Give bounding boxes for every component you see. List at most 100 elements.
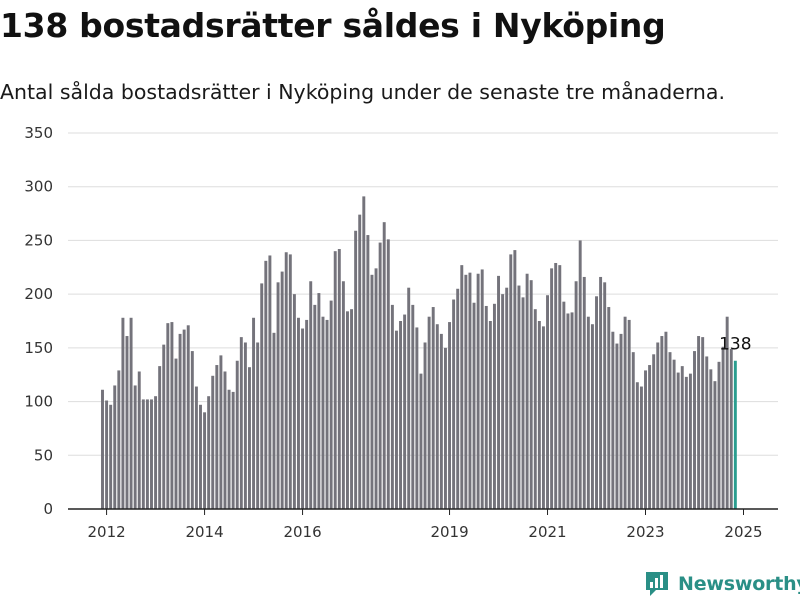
bar [243, 342, 247, 509]
bar [190, 351, 194, 509]
newsworthy-logo: Newsworthy [644, 568, 800, 600]
bar [574, 281, 578, 509]
bar [554, 262, 558, 509]
bar [125, 336, 129, 509]
bar [272, 332, 276, 509]
bar [448, 322, 452, 509]
bar [664, 331, 668, 509]
bar [211, 375, 215, 509]
data-label: 138 [719, 335, 751, 355]
bar [121, 317, 125, 509]
bar [178, 333, 182, 509]
bar [517, 285, 521, 509]
bar [329, 300, 333, 509]
bar [684, 376, 688, 509]
bar [468, 272, 472, 509]
bar [407, 287, 411, 509]
bar [529, 280, 533, 509]
bar [382, 222, 386, 509]
bar [158, 366, 162, 509]
bar [137, 371, 141, 509]
bar [611, 331, 615, 509]
bar [488, 321, 492, 509]
bar [337, 249, 341, 509]
x-tick-label: 2023 [626, 523, 664, 541]
bar [427, 316, 431, 509]
bar [105, 400, 109, 509]
bar [333, 251, 337, 509]
bar [541, 326, 545, 509]
bar [317, 293, 321, 509]
bar [207, 396, 211, 509]
bar [150, 399, 153, 509]
bar [476, 273, 480, 509]
bar [439, 333, 443, 509]
bar [521, 297, 525, 509]
bar [431, 307, 435, 509]
bar [480, 269, 484, 509]
y-tick-label: 0 [43, 500, 53, 518]
bar [284, 252, 288, 509]
bar [113, 385, 117, 509]
bar [141, 399, 145, 509]
bar [186, 325, 190, 509]
bar [313, 304, 317, 509]
bar [509, 254, 513, 509]
bar [390, 304, 394, 509]
bar [615, 343, 619, 509]
bar [484, 305, 488, 509]
bar [362, 196, 366, 509]
bar [399, 321, 403, 509]
bar [174, 358, 178, 509]
bar [366, 235, 370, 510]
bar [223, 371, 227, 509]
bar [260, 283, 264, 509]
bar [729, 348, 733, 509]
bar [599, 276, 603, 509]
bar [288, 254, 292, 509]
bar [374, 268, 378, 509]
y-tick-label: 150 [24, 339, 53, 357]
x-tick-label: 2021 [528, 523, 566, 541]
bar [227, 389, 231, 509]
bar [133, 385, 137, 509]
bar [566, 313, 570, 509]
bar [276, 282, 280, 509]
bar [309, 281, 313, 509]
bar [656, 342, 660, 509]
bar [268, 255, 272, 509]
bar [668, 352, 672, 509]
y-tick-label: 300 [24, 178, 53, 196]
bar [672, 359, 676, 509]
bar [239, 337, 243, 509]
bar [386, 239, 390, 509]
bar [533, 309, 537, 509]
bar [578, 240, 582, 509]
y-tick-label: 200 [24, 285, 53, 303]
bar [419, 373, 423, 509]
bar [505, 287, 509, 509]
chart-title: 138 bostadsrätter såldes i Nyköping [0, 6, 666, 45]
bar [199, 404, 202, 509]
y-tick-label: 250 [24, 231, 53, 249]
bar [203, 412, 207, 509]
bar [492, 303, 496, 509]
x-tick-label: 2012 [87, 523, 125, 541]
bar [460, 265, 464, 509]
y-tick-label: 350 [24, 124, 53, 142]
bar [688, 373, 692, 509]
bar [215, 365, 219, 509]
bar [497, 275, 501, 509]
newsworthy-logo-text: Newsworthy [678, 573, 800, 595]
bar [709, 369, 713, 509]
bar [733, 360, 737, 509]
bar [570, 312, 574, 509]
bar [166, 323, 170, 509]
bar [321, 316, 325, 509]
bar [305, 319, 309, 509]
bar [435, 324, 439, 509]
bar [154, 396, 158, 509]
bar [513, 250, 517, 509]
bar [194, 386, 198, 509]
bar [558, 265, 562, 509]
